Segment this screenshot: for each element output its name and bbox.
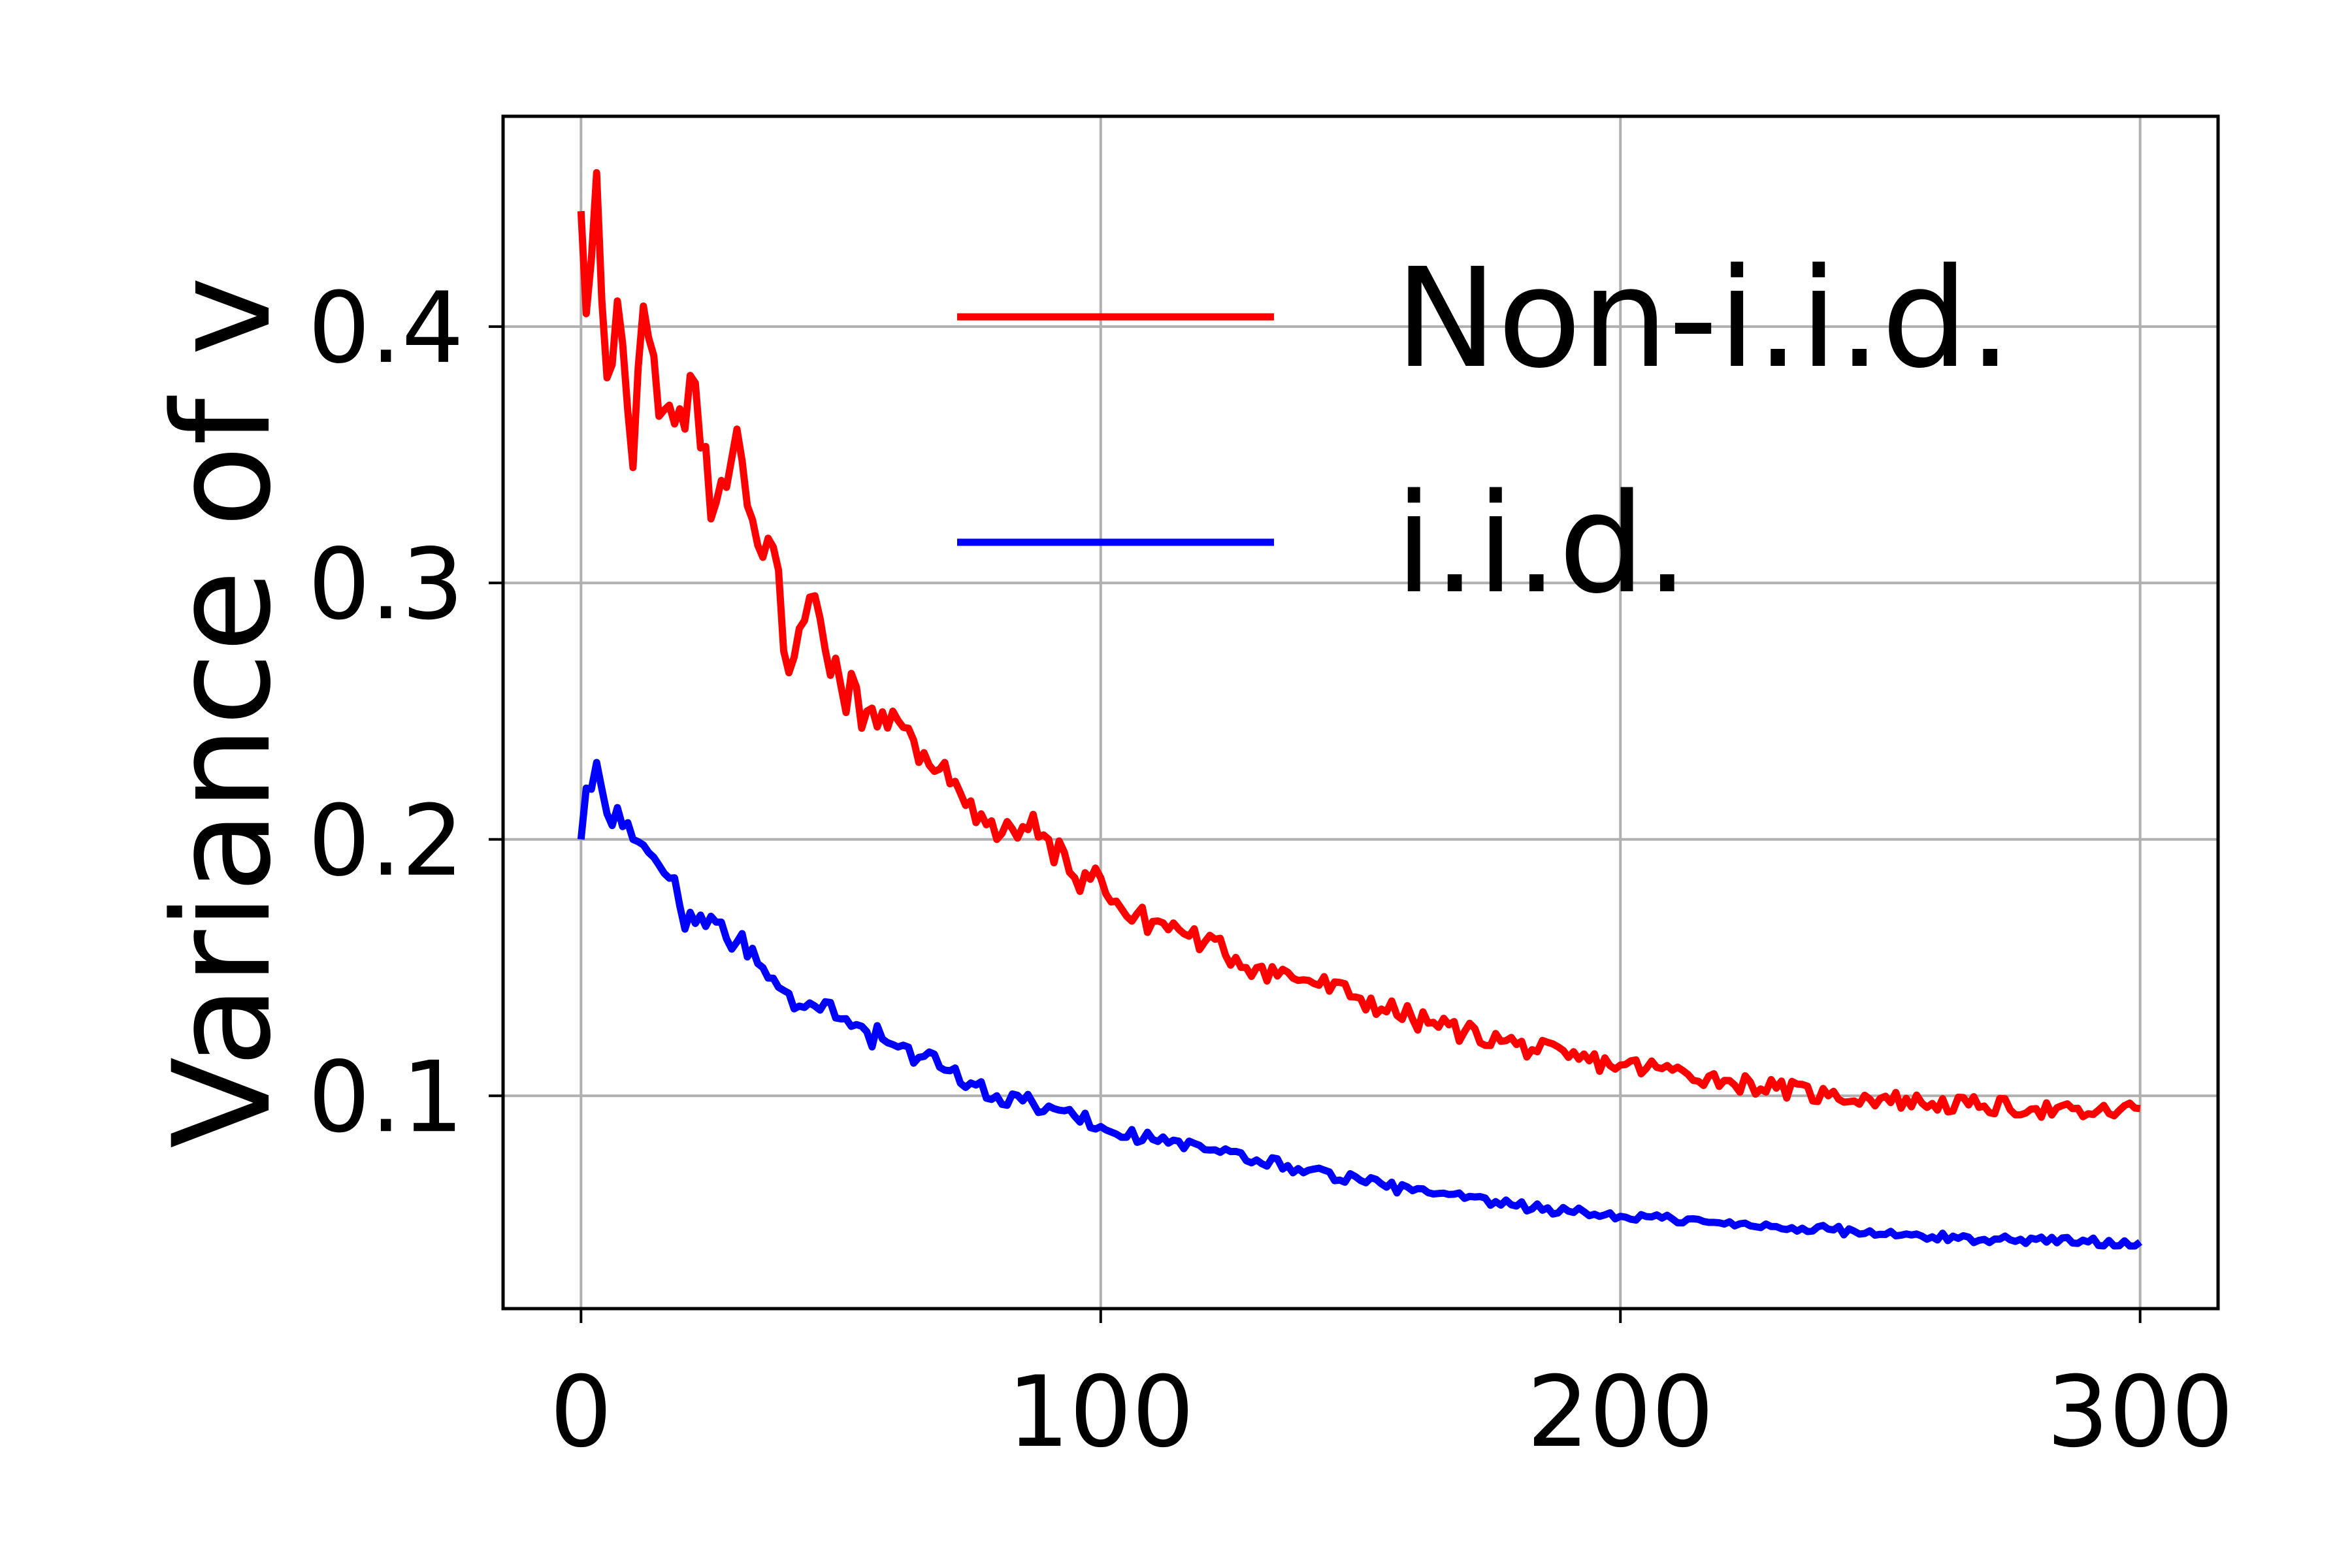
- legend-label: i.i.d.: [1395, 464, 1689, 624]
- series-line-0: [577, 169, 2141, 1121]
- x-tick-label: 100: [1007, 1356, 1194, 1469]
- series-line-1: [577, 759, 2143, 1250]
- y-axis-label: Variance of v: [145, 276, 301, 1149]
- y-tick-label: 0.2: [308, 785, 464, 898]
- y-axis: 0.1 0.2 0.3 0.4: [308, 272, 503, 1154]
- y-tick-label: 0.3: [308, 528, 464, 642]
- x-axis: 0 100 200 300: [550, 1309, 2234, 1469]
- legend-label: Non-i.i.d.: [1395, 238, 2012, 399]
- x-tick-label: 0: [550, 1356, 612, 1469]
- plot-frame: [501, 114, 2220, 1311]
- legend: Non-i.i.d. i.i.d.: [957, 238, 2012, 624]
- grid-lines: [503, 116, 2218, 1309]
- series-group: [577, 169, 2143, 1250]
- y-tick-label: 0.4: [308, 272, 464, 385]
- x-tick-label: 300: [2047, 1356, 2234, 1469]
- y-tick-label: 0.1: [308, 1041, 464, 1154]
- x-tick-label: 200: [1527, 1356, 1714, 1469]
